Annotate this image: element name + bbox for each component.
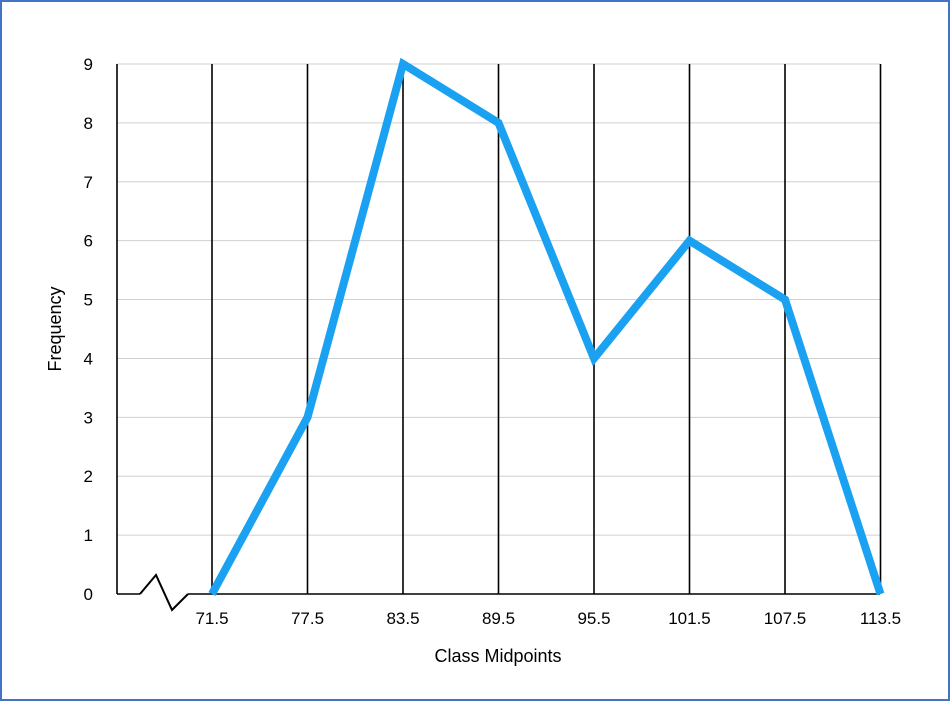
- x-tick-label: 83.5: [386, 609, 419, 628]
- y-tick-label: 3: [84, 408, 93, 427]
- x-tick-label: 107.5: [764, 609, 807, 628]
- y-tick-label: 5: [84, 291, 93, 310]
- y-tick-label: 8: [84, 114, 93, 133]
- x-tick-label: 95.5: [577, 609, 610, 628]
- x-tick-label: 101.5: [668, 609, 711, 628]
- series-line: [212, 64, 881, 594]
- y-tick-label: 7: [84, 173, 93, 192]
- series-layer: [212, 64, 881, 594]
- y-tick-label: 9: [84, 55, 93, 74]
- x-axis-label: Class Midpoints: [434, 646, 561, 666]
- x-tick-label: 77.5: [291, 609, 324, 628]
- vertical-gridlines: [212, 64, 881, 594]
- y-tick-label: 2: [84, 467, 93, 486]
- x-tick-label: 113.5: [860, 609, 901, 628]
- y-axis-label: Frequency: [45, 286, 65, 371]
- y-tick-label: 6: [84, 232, 93, 251]
- axis-break-icon: [140, 575, 188, 610]
- y-tick-labels: 0 1 2 3 4 5 6 7 8 9: [84, 55, 93, 604]
- x-tick-label: 71.5: [195, 609, 228, 628]
- y-tick-label: 4: [84, 349, 93, 368]
- y-tick-label: 1: [84, 526, 93, 545]
- y-tick-label: 0: [84, 585, 93, 604]
- x-tick-labels: 71.5 77.5 83.5 89.5 95.5 101.5 107.5 113.5: [195, 609, 901, 628]
- x-tick-label: 89.5: [482, 609, 515, 628]
